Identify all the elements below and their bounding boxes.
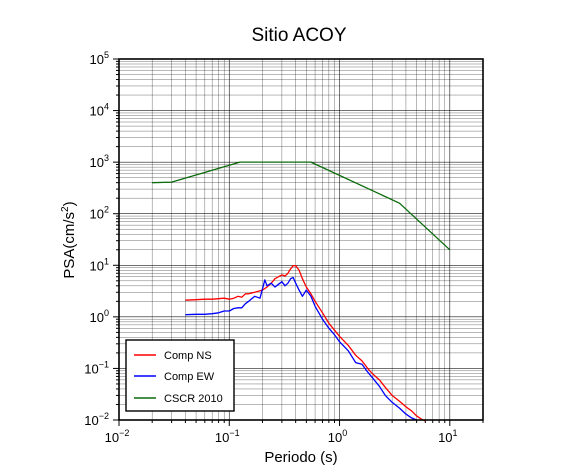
legend: Comp NS Comp EW CSCR 2010 <box>125 339 235 412</box>
x-tick-label: 101 <box>438 428 457 445</box>
legend-label-comp-ns: Comp NS <box>164 350 212 362</box>
y-axis-label-main: PSA(cm/s <box>61 212 78 279</box>
chart-title: Sitio ACOY <box>251 25 346 46</box>
y-tick-label: 101 <box>90 256 109 273</box>
y-tick-label: 10−1 <box>84 359 109 376</box>
y-tick-label: 102 <box>90 205 109 222</box>
y-axis-label-sup: 2 <box>60 206 71 212</box>
y-tick-label: 100 <box>90 308 109 325</box>
x-tick-labels: 10−2 10−1 100 101 <box>105 428 458 445</box>
y-tick-label: 103 <box>90 153 109 170</box>
y-tick-label: 10−2 <box>84 411 109 428</box>
legend-label-comp-ew: Comp EW <box>164 371 215 383</box>
x-tick-label: 10−2 <box>105 428 130 445</box>
plot-frame <box>118 58 484 421</box>
y-tick-label: 104 <box>90 102 109 119</box>
series-layer <box>152 161 451 422</box>
y-axis-label-close: ) <box>61 201 78 206</box>
legend-label-cscr-2010: CSCR 2010 <box>164 393 223 405</box>
series-line-cscr-2010 <box>152 161 451 251</box>
x-tick-label: 10−1 <box>215 428 240 445</box>
series-line-comp-ns <box>185 265 426 422</box>
x-axis-label: Periodo (s) <box>264 449 337 466</box>
y-tick-labels: 10−2 10−1 100 101 102 103 104 105 <box>84 50 109 428</box>
y-tick-label: 105 <box>90 50 109 67</box>
series-line-comp-ew <box>185 276 417 421</box>
x-tick-label: 100 <box>328 428 347 445</box>
y-axis-label: PSA(cm/s2) <box>60 201 78 278</box>
